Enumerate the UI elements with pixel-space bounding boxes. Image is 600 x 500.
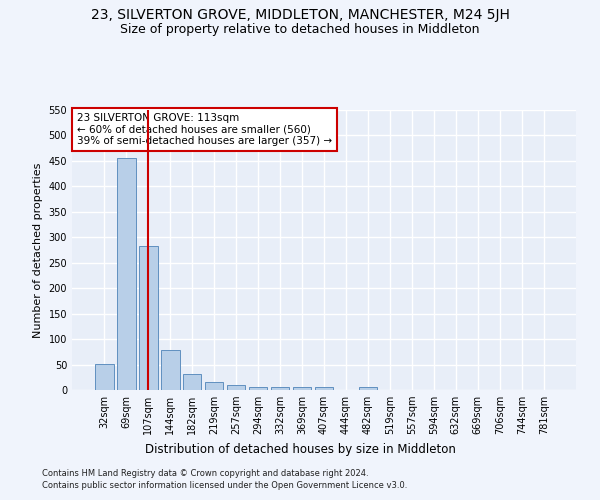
Text: Contains public sector information licensed under the Open Government Licence v3: Contains public sector information licen… [42, 481, 407, 490]
Y-axis label: Number of detached properties: Number of detached properties [33, 162, 43, 338]
Bar [271, 388, 289, 390]
Bar [183, 374, 202, 390]
Text: Size of property relative to detached houses in Middleton: Size of property relative to detached ho… [120, 22, 480, 36]
Text: Contains HM Land Registry data © Crown copyright and database right 2024.: Contains HM Land Registry data © Crown c… [42, 468, 368, 477]
Text: 23, SILVERTON GROVE, MIDDLETON, MANCHESTER, M24 5JH: 23, SILVERTON GROVE, MIDDLETON, MANCHEST… [91, 8, 509, 22]
Bar [161, 350, 179, 390]
Bar [227, 385, 245, 390]
Bar [205, 382, 223, 390]
Bar [359, 387, 377, 390]
Text: 23 SILVERTON GROVE: 113sqm
← 60% of detached houses are smaller (560)
39% of sem: 23 SILVERTON GROVE: 113sqm ← 60% of deta… [77, 113, 332, 146]
Bar [249, 388, 268, 390]
Bar [117, 158, 136, 390]
Bar [139, 246, 158, 390]
Bar [314, 388, 334, 390]
Bar [293, 387, 311, 390]
Bar [95, 364, 113, 390]
Text: Distribution of detached houses by size in Middleton: Distribution of detached houses by size … [145, 442, 455, 456]
